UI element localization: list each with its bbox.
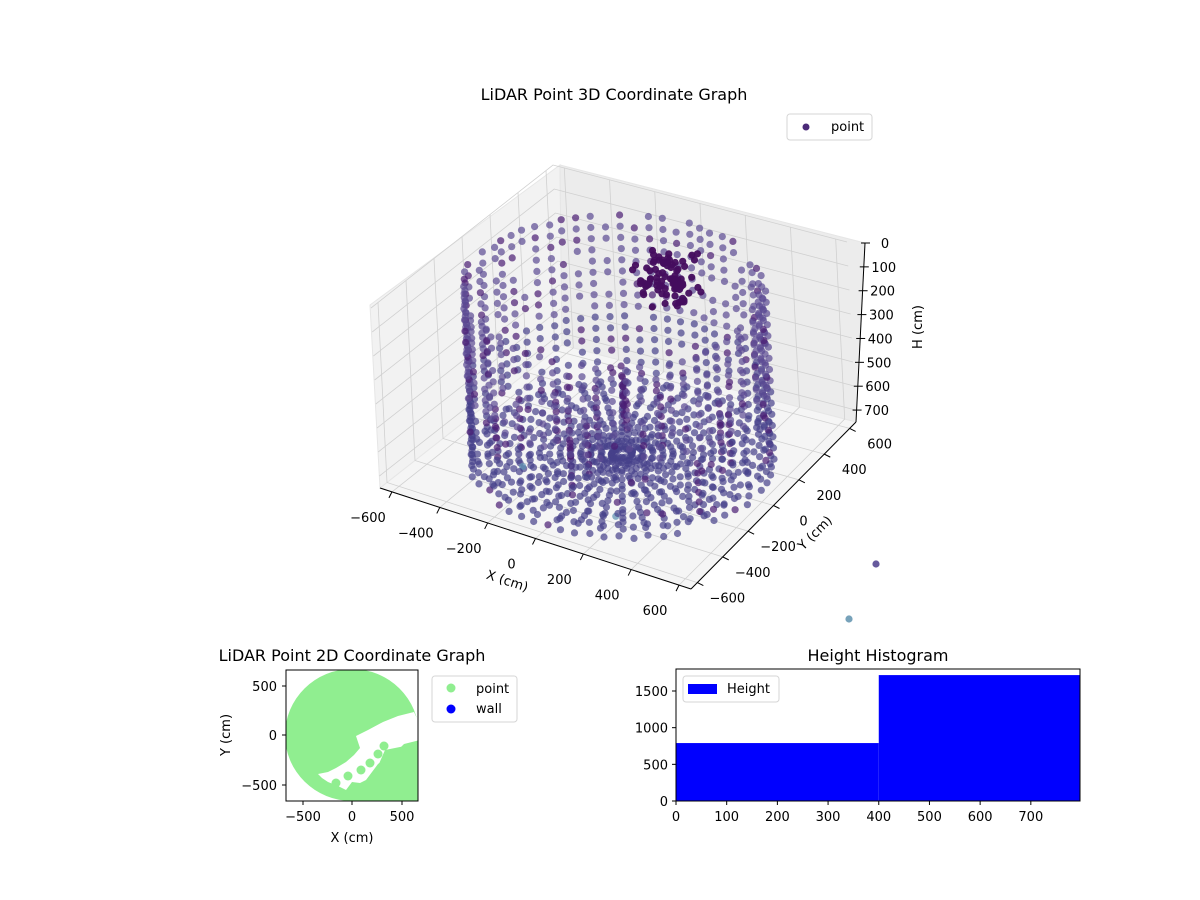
svg-text:100: 100 — [871, 261, 896, 276]
z-axis-label-3d: H (cm) — [911, 305, 926, 349]
svg-text:−600: −600 — [709, 592, 745, 607]
plot2d-title: LiDAR Point 2D Coordinate Graph — [219, 646, 486, 665]
svg-text:0: 0 — [660, 795, 668, 810]
svg-text:400: 400 — [866, 810, 891, 825]
svg-text:200: 200 — [547, 573, 572, 588]
svg-text:400: 400 — [868, 332, 893, 347]
y-axis-label-2d: Y (cm) — [219, 714, 234, 757]
legend-point-label: point — [831, 120, 864, 135]
svg-text:700: 700 — [1018, 810, 1043, 825]
legend-histogram: Height — [682, 675, 780, 703]
svg-text:600: 600 — [643, 604, 668, 619]
ticks-3d: −600−400−2000200400600−600−400−200020040… — [350, 237, 896, 619]
legend-3d: point — [786, 113, 873, 141]
legend-point-marker — [802, 123, 810, 131]
svg-text:0: 0 — [799, 515, 807, 530]
legend-wall-label-2d: wall — [476, 702, 502, 717]
svg-text:100: 100 — [714, 810, 739, 825]
histogram-bar — [878, 675, 1080, 801]
svg-text:600: 600 — [968, 810, 993, 825]
svg-text:500: 500 — [643, 758, 668, 773]
svg-text:600: 600 — [865, 380, 890, 395]
z-axis-line — [855, 242, 866, 423]
svg-text:700: 700 — [864, 404, 889, 419]
points-3d — [460, 211, 880, 623]
histogram: Height Histogram 0 100 200 300 400 500 600 7000… — [635, 646, 1081, 825]
svg-text:−600: −600 — [350, 511, 386, 526]
ticks-2d: −500 0 500 500 0 −500 — [241, 680, 414, 825]
svg-text:1000: 1000 — [635, 722, 668, 737]
svg-text:500: 500 — [917, 810, 942, 825]
svg-text:300: 300 — [869, 309, 894, 324]
legend-height-swatch — [688, 684, 717, 694]
histogram-frame — [675, 668, 1081, 802]
svg-text:0: 0 — [881, 237, 889, 252]
ticks-histogram: 0 100 200 300 400 500 600 700 0 500 1000 1500 — [635, 685, 1043, 825]
svg-text:500: 500 — [252, 680, 277, 695]
x-axis-label-2d: X (cm) — [331, 831, 374, 846]
svg-text:300: 300 — [816, 810, 841, 825]
svg-text:200: 200 — [765, 810, 790, 825]
plot3d-title: LiDAR Point 3D Coordinate Graph — [481, 85, 748, 104]
svg-text:500: 500 — [390, 810, 415, 825]
histogram-title: Height Histogram — [808, 646, 949, 665]
svg-text:−400: −400 — [735, 566, 771, 581]
legend-2d: point wall — [431, 675, 518, 723]
legend-point-label-2d: point — [476, 682, 509, 697]
svg-text:400: 400 — [595, 589, 620, 604]
plot-2d: LiDAR Point 2D Coordinate Graph −500 0 500… — [219, 646, 518, 846]
svg-text:0: 0 — [348, 810, 356, 825]
histogram-bar — [676, 743, 879, 801]
plot-3d: LiDAR Point 3D Coordinate Graph −600 −400… — [350, 85, 926, 623]
svg-text:400: 400 — [842, 463, 867, 478]
svg-text:600: 600 — [867, 437, 892, 452]
legend-point-marker-2d — [446, 683, 456, 693]
histogram-bars — [676, 675, 1080, 801]
svg-text:−200: −200 — [446, 542, 482, 557]
svg-text:500: 500 — [867, 356, 892, 371]
svg-text:−400: −400 — [398, 526, 434, 541]
svg-text:200: 200 — [816, 489, 841, 504]
svg-text:0: 0 — [269, 729, 277, 744]
svg-text:0: 0 — [672, 810, 680, 825]
svg-text:−500: −500 — [285, 810, 321, 825]
legend-height-label: Height — [727, 682, 770, 697]
svg-text:200: 200 — [870, 285, 895, 300]
points-2d — [286, 670, 418, 801]
svg-text:0: 0 — [507, 558, 515, 573]
legend-wall-marker-2d — [446, 704, 456, 714]
svg-text:1500: 1500 — [635, 685, 668, 700]
svg-text:−200: −200 — [760, 540, 796, 555]
svg-text:−500: −500 — [241, 779, 277, 794]
